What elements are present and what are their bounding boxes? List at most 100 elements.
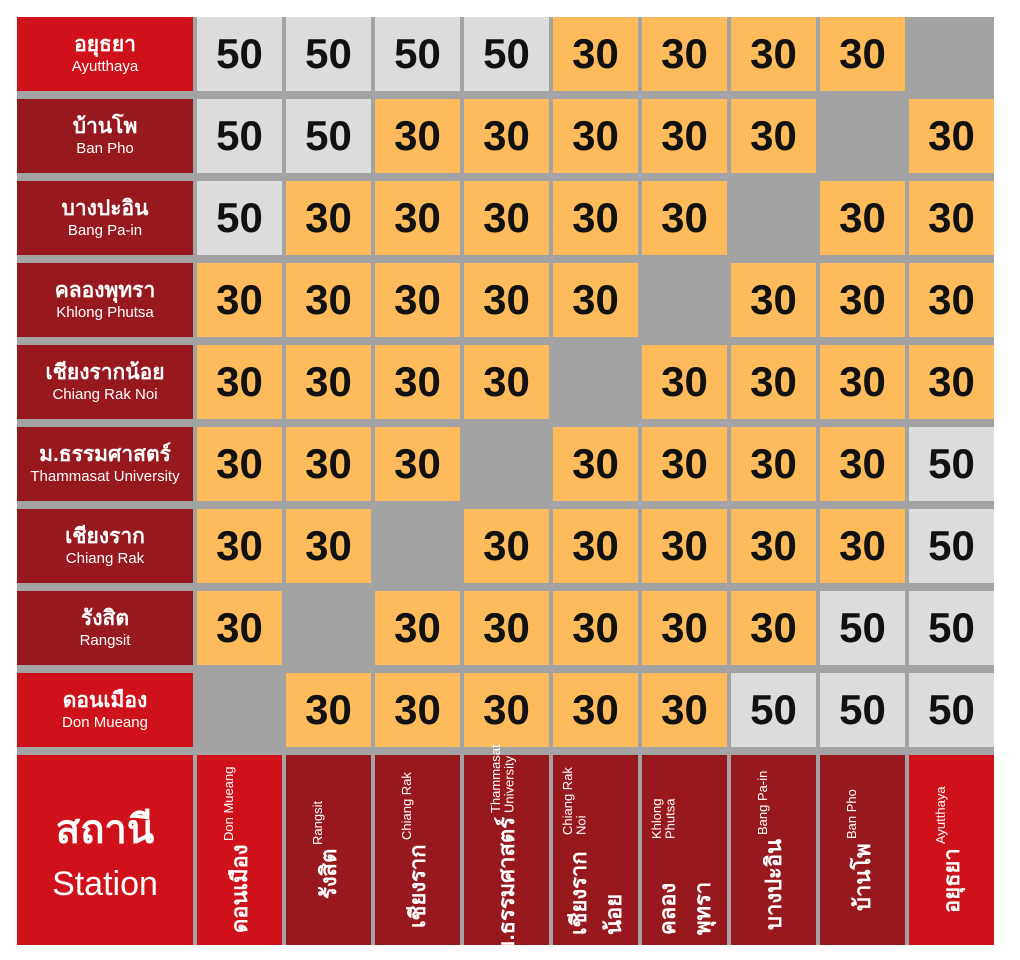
- station-th: อยุธยา: [74, 32, 136, 56]
- fare-cell: 30: [375, 673, 460, 747]
- fare-cell: 30: [464, 345, 549, 419]
- station-th: ดอนเมือง: [227, 844, 252, 934]
- fare-cell: 30: [286, 345, 371, 419]
- fare-cell: 30: [909, 181, 994, 255]
- fare-cell: 30: [642, 345, 727, 419]
- fare-cell: 30: [909, 263, 994, 337]
- station-th: เชียงราก: [405, 844, 430, 928]
- station-en: Khlong Phutsa: [648, 798, 678, 839]
- station-en: Ban Pho: [844, 789, 859, 840]
- station-en: Thammasat University: [30, 467, 180, 485]
- fare-cell: 30: [197, 509, 282, 583]
- fare-cell: 50: [909, 509, 994, 583]
- row-header: รังสิต Rangsit: [17, 591, 193, 665]
- empty-cell: [820, 99, 905, 173]
- fare-cell: 50: [197, 181, 282, 255]
- fare-cell: 50: [286, 17, 371, 91]
- fare-cell: 30: [642, 99, 727, 173]
- station-en: Khlong Phutsa: [56, 303, 154, 321]
- fare-cell: 50: [820, 591, 905, 665]
- station-th: บางปะอิน: [61, 196, 149, 220]
- fare-cell: 30: [642, 181, 727, 255]
- station-th: รังสิต: [81, 606, 129, 630]
- fare-cell: 30: [197, 345, 282, 419]
- fare-cell: 30: [197, 427, 282, 501]
- column-header: เชียงราก Chiang Rak: [375, 755, 460, 945]
- column-label: ม.ธรรมศาสตร์ Thammasat University: [488, 745, 524, 956]
- fare-cell: 30: [375, 263, 460, 337]
- station-th: บ้านโพ: [72, 114, 138, 138]
- fare-cell: 30: [820, 509, 905, 583]
- fare-cell: 30: [909, 99, 994, 173]
- fare-cell: 30: [731, 591, 816, 665]
- column-header: เชียงรากน้อย Chiang Rak Noi: [553, 755, 638, 945]
- fare-cell: 30: [642, 427, 727, 501]
- station-en: Don Mueang: [221, 766, 236, 841]
- fare-cell: 30: [464, 99, 549, 173]
- fare-cell: 30: [286, 181, 371, 255]
- column-label: บางปะอิน Bang Pa-in: [755, 765, 791, 935]
- fare-cell: 50: [197, 17, 282, 91]
- station-label-th: สถานี: [55, 807, 155, 852]
- column-header: ม.ธรรมศาสตร์ Thammasat University: [464, 745, 549, 956]
- empty-cell: [375, 509, 460, 583]
- station-en: Chiang Rak Noi: [52, 385, 158, 403]
- station-th: เชียงรากน้อย: [565, 851, 626, 935]
- column-header: อยุธยา Ayutthaya: [909, 755, 994, 945]
- row-header: บางปะอิน Bang Pa-in: [17, 181, 193, 255]
- fare-cell: 30: [553, 263, 638, 337]
- fare-cell: 30: [731, 345, 816, 419]
- fare-cell: 50: [909, 427, 994, 501]
- fare-cell: 30: [731, 427, 816, 501]
- fare-cell: 30: [731, 17, 816, 91]
- station-th: เชียงรากน้อย: [45, 360, 165, 384]
- empty-cell: [553, 345, 638, 419]
- row-header: อยุธยา Ayutthaya: [17, 17, 193, 91]
- fare-cell: 30: [642, 509, 727, 583]
- fare-cell: 50: [909, 673, 994, 747]
- fare-cell: 30: [375, 345, 460, 419]
- fare-cell: 50: [286, 99, 371, 173]
- fare-cell: 30: [197, 263, 282, 337]
- column-label: เชียงรากน้อย Chiang Rak Noi: [559, 765, 631, 935]
- station-en: Chiang Rak: [65, 549, 145, 567]
- station-th: เชียงราก: [65, 524, 145, 548]
- row-header: เชียงราก Chiang Rak: [17, 509, 193, 583]
- station-en: Don Mueang: [62, 713, 148, 731]
- fare-cell: 30: [820, 345, 905, 419]
- station-th: บางปะอิน: [761, 838, 786, 930]
- fare-cell: 30: [553, 181, 638, 255]
- column-header: คลองพุทรา Khlong Phutsa: [642, 755, 727, 945]
- empty-cell: [197, 673, 282, 747]
- fare-cell: 50: [820, 673, 905, 747]
- station-th: คลองพุทรา: [54, 278, 156, 302]
- fare-cell: 30: [820, 181, 905, 255]
- fare-cell: 30: [197, 591, 282, 665]
- fare-cell: 30: [642, 673, 727, 747]
- column-label: รังสิต Rangsit: [310, 765, 346, 935]
- fare-cell: 30: [553, 99, 638, 173]
- station-th: ม.ธรรมศาสตร์: [494, 817, 519, 956]
- empty-cell: [731, 181, 816, 255]
- station-en: Chiang Rak Noi: [559, 767, 589, 836]
- fare-cell: 30: [553, 509, 638, 583]
- fare-cell: 30: [553, 427, 638, 501]
- fare-cell: 30: [464, 509, 549, 583]
- column-header: ดอนเมือง Don Mueang: [197, 755, 282, 945]
- station-th: ม.ธรรมศาสตร์: [39, 442, 171, 466]
- station-en: Rangsit: [310, 800, 325, 845]
- station-en: Rangsit: [79, 631, 131, 649]
- fare-cell: 50: [197, 99, 282, 173]
- station-en: Bang Pa-in: [67, 221, 143, 239]
- station-en: Bang Pa-in: [755, 770, 770, 835]
- fare-cell: 50: [375, 17, 460, 91]
- fare-cell: 30: [286, 263, 371, 337]
- fare-cell: 30: [375, 591, 460, 665]
- row-header: คลองพุทรา Khlong Phutsa: [17, 263, 193, 337]
- fare-cell: 30: [642, 591, 727, 665]
- fare-cell: 30: [286, 509, 371, 583]
- fare-cell: 30: [464, 673, 549, 747]
- fare-cell: 30: [642, 17, 727, 91]
- station-en: Ban Pho: [76, 139, 134, 157]
- column-header: รังสิต Rangsit: [286, 755, 371, 945]
